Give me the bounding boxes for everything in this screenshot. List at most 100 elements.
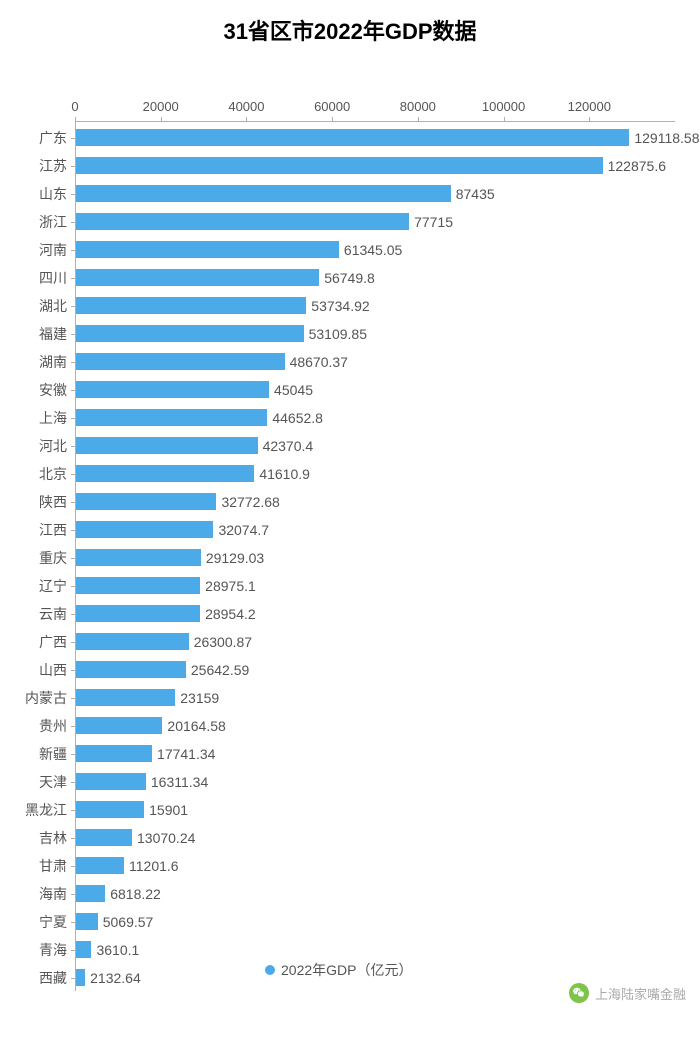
bar [76,773,146,790]
bar [76,381,269,398]
y-tick-label: 辽宁 [39,576,67,596]
y-tick [71,698,75,699]
x-tick-label: 60000 [314,99,350,114]
bar [76,941,91,958]
bar-value-label: 6818.22 [110,886,161,902]
y-tick-label: 浙江 [39,212,67,232]
bar-value-label: 28975.1 [205,578,256,594]
y-tick [71,138,75,139]
x-tick-label: 120000 [568,99,611,114]
y-tick [71,866,75,867]
y-tick-label: 山西 [39,660,67,680]
y-tick [71,558,75,559]
bar [76,885,105,902]
bar-value-label: 56749.8 [324,270,375,286]
y-tick [71,166,75,167]
bar-value-label: 45045 [274,382,313,398]
y-tick-label: 内蒙古 [25,688,67,708]
y-tick-label: 甘肃 [39,856,67,876]
bar [76,745,152,762]
y-tick [71,838,75,839]
bar [76,325,304,342]
y-tick-label: 贵州 [39,716,67,736]
x-tick-label: 20000 [143,99,179,114]
x-tick [332,117,333,121]
chart-area: 020000400006000080000100000120000广东12911… [0,46,700,1059]
y-tick [71,474,75,475]
bar [76,129,629,146]
y-tick [71,670,75,671]
bar-value-label: 16311.34 [151,774,208,790]
bar-value-label: 15901 [149,802,188,818]
y-tick-label: 天津 [39,772,67,792]
bar-value-label: 44652.8 [272,410,323,426]
bar-value-label: 77715 [414,214,453,230]
bar [76,297,306,314]
y-tick-label: 上海 [39,408,67,428]
bar-value-label: 28954.2 [205,606,256,622]
bar [76,801,144,818]
bar [76,437,258,454]
source-text: 上海陆家嘴金融 [595,984,686,1003]
chart-title: 31省区市2022年GDP数据 [0,0,700,46]
x-tick-label: 100000 [482,99,525,114]
y-tick [71,950,75,951]
y-tick-label: 重庆 [39,548,67,568]
source-attribution: 上海陆家嘴金融 [569,983,686,1003]
y-tick [71,894,75,895]
bar [76,857,124,874]
bar-value-label: 53734.92 [311,298,369,314]
bar [76,409,267,426]
x-tick [418,117,419,121]
bar [76,269,319,286]
bar-value-label: 29129.03 [206,550,264,566]
y-tick [71,278,75,279]
y-tick [71,530,75,531]
y-tick-label: 北京 [39,464,67,484]
bar [76,213,409,230]
bar [76,605,200,622]
x-tick-label: 40000 [228,99,264,114]
bar-value-label: 48670.37 [290,354,348,370]
y-tick-label: 广东 [39,128,67,148]
y-tick-label: 山东 [39,184,67,204]
bar-value-label: 129118.58 [634,130,699,146]
y-tick [71,978,75,979]
y-tick [71,586,75,587]
y-tick [71,726,75,727]
y-tick [71,754,75,755]
legend: 2022年GDP（亿元） [265,960,412,980]
bar-value-label: 32772.68 [221,494,279,510]
x-tick [504,117,505,121]
y-tick-label: 吉林 [39,828,67,848]
y-tick [71,642,75,643]
y-tick-label: 湖北 [39,296,67,316]
y-tick [71,446,75,447]
x-tick [589,117,590,121]
legend-label: 2022年GDP（亿元） [281,960,412,980]
bar-value-label: 122875.6 [608,158,666,174]
y-tick [71,922,75,923]
bar-value-label: 61345.05 [344,242,402,258]
bar-value-label: 5069.57 [103,914,154,930]
bar [76,633,189,650]
bar-value-label: 23159 [180,690,219,706]
bar-value-label: 3610.1 [96,942,139,958]
bar [76,661,186,678]
bar [76,493,216,510]
bar [76,829,132,846]
bar [76,913,98,930]
y-tick-label: 广西 [39,632,67,652]
y-tick [71,362,75,363]
y-tick-label: 河南 [39,240,67,260]
bar [76,521,213,538]
bar-value-label: 32074.7 [218,522,269,538]
bar [76,689,175,706]
bar-value-label: 25642.59 [191,662,249,678]
y-tick-label: 黑龙江 [25,800,67,820]
wechat-icon [569,983,589,1003]
y-tick [71,250,75,251]
y-tick-label: 安徽 [39,380,67,400]
y-tick [71,222,75,223]
y-tick-label: 河北 [39,436,67,456]
